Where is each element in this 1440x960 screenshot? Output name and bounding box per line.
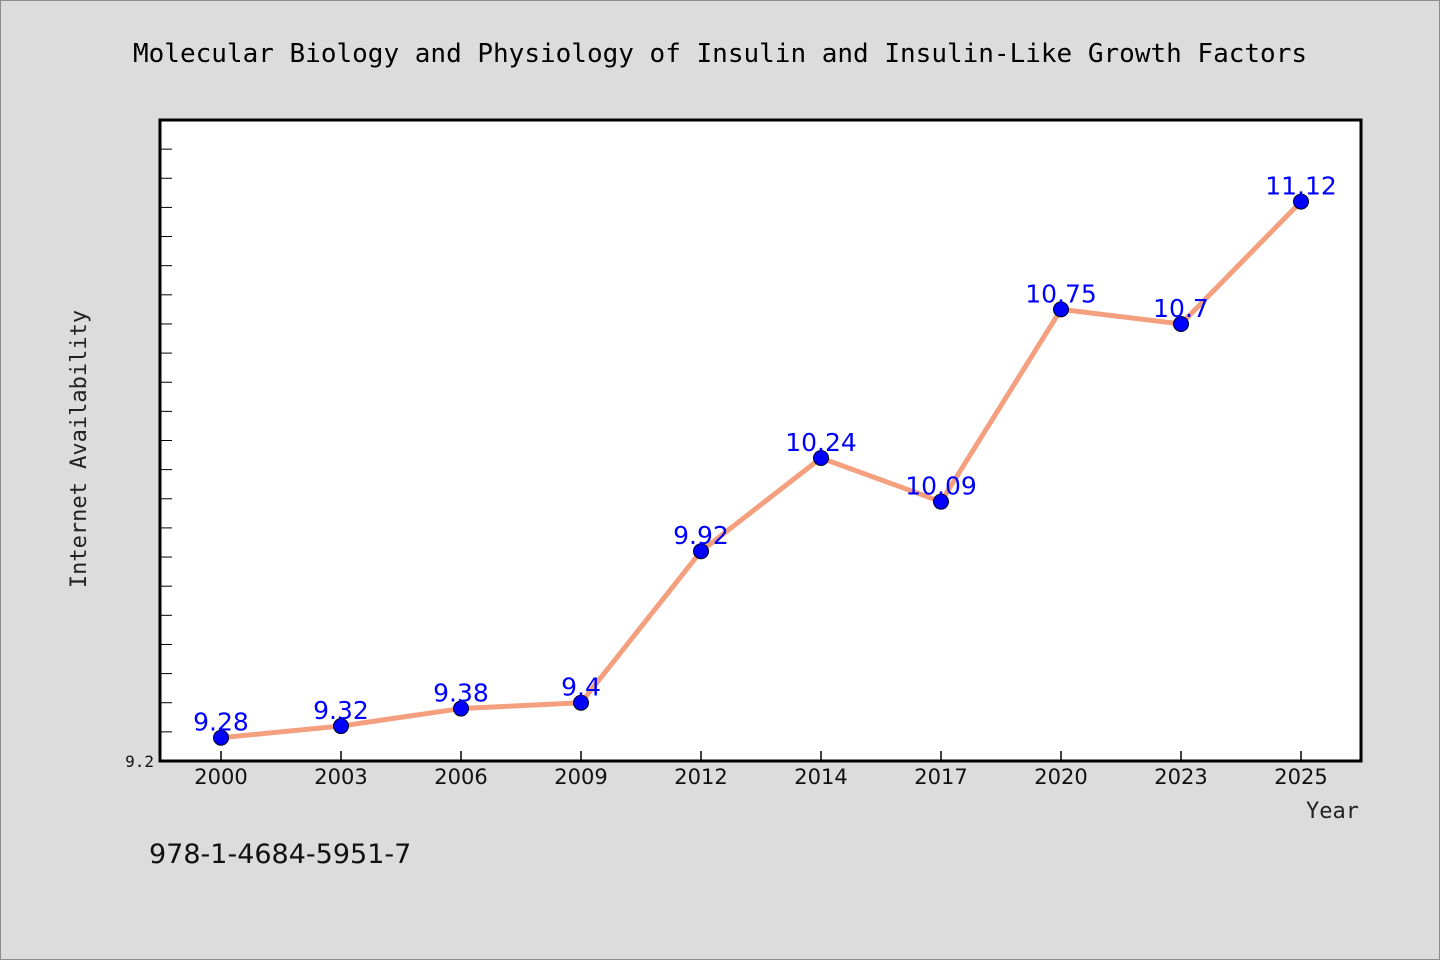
data-point-marker [213, 729, 229, 746]
x-tick-label: 2020 [1034, 765, 1087, 789]
x-axis-label: Year [1306, 799, 1359, 824]
y-axis-ticks: 9.2 [125, 148, 172, 771]
data-label: 9.92 [673, 521, 729, 550]
data-label: 9.28 [193, 708, 249, 737]
data-label: 10.75 [1025, 279, 1097, 308]
x-axis-ticks: 2000 2003 2006 2009 2012 2014 2017 2020 2023 2025 [194, 751, 1328, 789]
data-point-marker [453, 700, 469, 717]
data-label: 10.7 [1153, 294, 1209, 323]
markers-group [213, 193, 1309, 746]
x-tick-label: 2023 [1154, 765, 1207, 789]
x-tick-label: 2000 [194, 765, 247, 789]
data-label: 9.4 [561, 673, 601, 702]
series-line-group [218, 199, 1304, 741]
plot-area [158, 118, 1363, 763]
data-point-marker [1293, 193, 1309, 210]
data-point-marker [933, 493, 949, 510]
data-point-marker [333, 718, 349, 735]
x-tick-label: 2014 [794, 765, 847, 789]
data-point-marker [1173, 315, 1189, 332]
x-tick-label: 2003 [314, 765, 367, 789]
data-label: 11.12 [1265, 172, 1337, 201]
data-label: 9.38 [433, 679, 489, 708]
x-tick-label: 2012 [674, 765, 727, 789]
data-point-marker [813, 449, 829, 466]
isbn-footnote: 978-1-4684-5951-7 [149, 839, 411, 870]
data-point-marker [1053, 301, 1069, 318]
x-tick-label: 2009 [554, 765, 607, 789]
chart-title: Molecular Biology and Physiology of Insu… [133, 39, 1307, 69]
data-point-marker [573, 694, 589, 711]
x-tick-label: 2006 [434, 765, 487, 789]
x-tick-label: 2017 [914, 765, 967, 789]
series-line [218, 199, 1304, 741]
y-tick-label: 9.2 [125, 752, 154, 771]
y-axis-label: Internet Availability [67, 310, 92, 588]
data-label: 10.24 [785, 428, 857, 457]
data-label: 9.32 [313, 696, 369, 725]
data-labels-group: 9.28 9.32 9.38 9.4 9.92 10.24 10.09 10.75 10.7 11… [193, 172, 1337, 737]
x-tick-label: 2025 [1274, 765, 1327, 789]
data-point-marker [693, 543, 709, 560]
data-label: 10.09 [905, 472, 977, 501]
